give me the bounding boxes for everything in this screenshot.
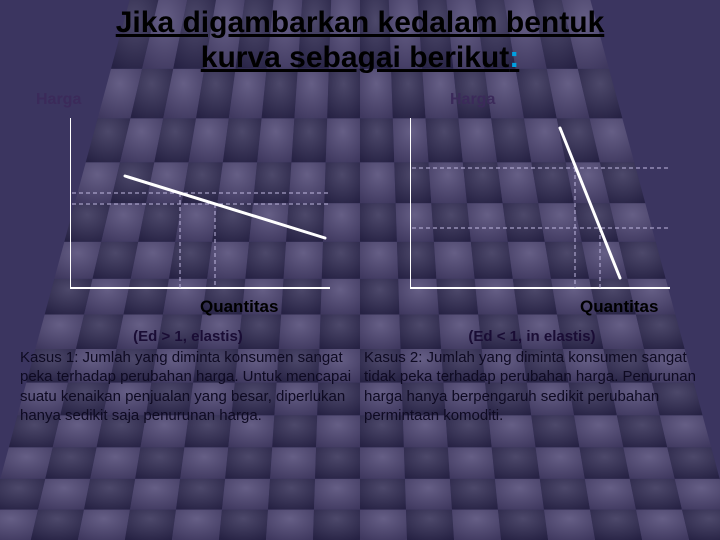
title-line1: Jika digambarkan kedalam bentuk (116, 6, 605, 39)
left-caption: (Ed > 1, elastis) Kasus 1: Jumlah yang d… (20, 327, 356, 425)
left-chart-xlabel: Quantitas (200, 297, 278, 317)
left-caption-heading: (Ed > 1, elastis) (20, 327, 356, 346)
left-chart-ylabel: Harga (36, 91, 81, 109)
page-title: Jika digambarkan kedalam bentuk kurva se… (0, 0, 720, 75)
right-caption-body: Kasus 2: Jumlah yang diminta konsumen sa… (364, 348, 700, 425)
title-colon: : (509, 41, 519, 74)
right-chart-svg (410, 118, 680, 298)
left-chart: Harga Quantitas (30, 83, 350, 323)
right-caption: (Ed < 1, in elastis) Kasus 2: Jumlah yan… (364, 327, 700, 425)
right-chart-xlabel: Quantitas (580, 297, 658, 317)
left-chart-svg (70, 118, 340, 298)
captions-row: (Ed > 1, elastis) Kasus 1: Jumlah yang d… (0, 327, 720, 425)
right-chart-ylabel: Harga (450, 91, 495, 109)
right-chart: Harga Quantitas (370, 83, 690, 323)
title-line2: kurva sebagai berikut (201, 41, 509, 74)
right-caption-heading: (Ed < 1, in elastis) (364, 327, 700, 346)
left-caption-body: Kasus 1: Jumlah yang diminta konsumen sa… (20, 348, 356, 425)
charts-row: Harga Quantitas Harga Quantitas (0, 83, 720, 323)
